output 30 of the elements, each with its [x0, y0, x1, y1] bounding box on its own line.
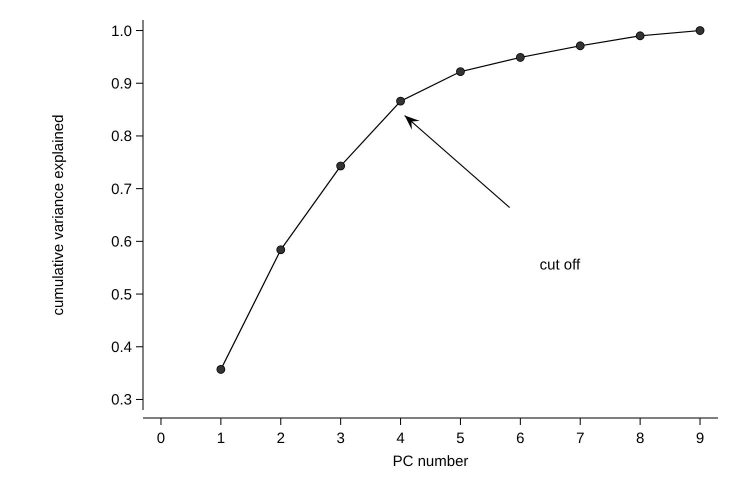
point	[396, 96, 405, 106]
y-tick-label: 0.9	[111, 75, 132, 92]
x-tick-label: 5	[456, 430, 465, 447]
y-tick-label: 0.7	[111, 180, 132, 198]
y-tick-label: 0.3	[111, 392, 132, 409]
point	[216, 365, 226, 374]
x-tick-label: 4	[396, 430, 405, 447]
point	[696, 26, 704, 35]
point	[516, 53, 525, 62]
x-axis-title: PC number	[392, 453, 468, 470]
y-tick-label: 0.8	[111, 128, 132, 146]
x-tick-label: 7	[576, 430, 584, 447]
x-tick-label: 0	[156, 430, 166, 447]
x-tick-label: 9	[696, 430, 704, 447]
x-tick-label: 3	[336, 430, 345, 447]
x-tick-label: 1	[216, 430, 226, 447]
y-tick-label: 0.6	[111, 234, 132, 251]
x-tick-label: 8	[636, 430, 644, 447]
y-tick-label: 0.5	[111, 286, 132, 304]
annotation: cut off	[540, 256, 582, 274]
point	[336, 162, 346, 170]
x-tick-label: 2	[276, 430, 285, 447]
x-tick-label: 6	[516, 430, 525, 447]
point	[276, 245, 286, 254]
point	[456, 67, 465, 76]
point	[576, 41, 585, 50]
y-tick-label: 1.0	[111, 22, 132, 40]
y-tick-label: 0.4	[111, 339, 132, 356]
point	[636, 31, 645, 40]
y-axis-title: cumulative variance explained	[50, 114, 67, 316]
